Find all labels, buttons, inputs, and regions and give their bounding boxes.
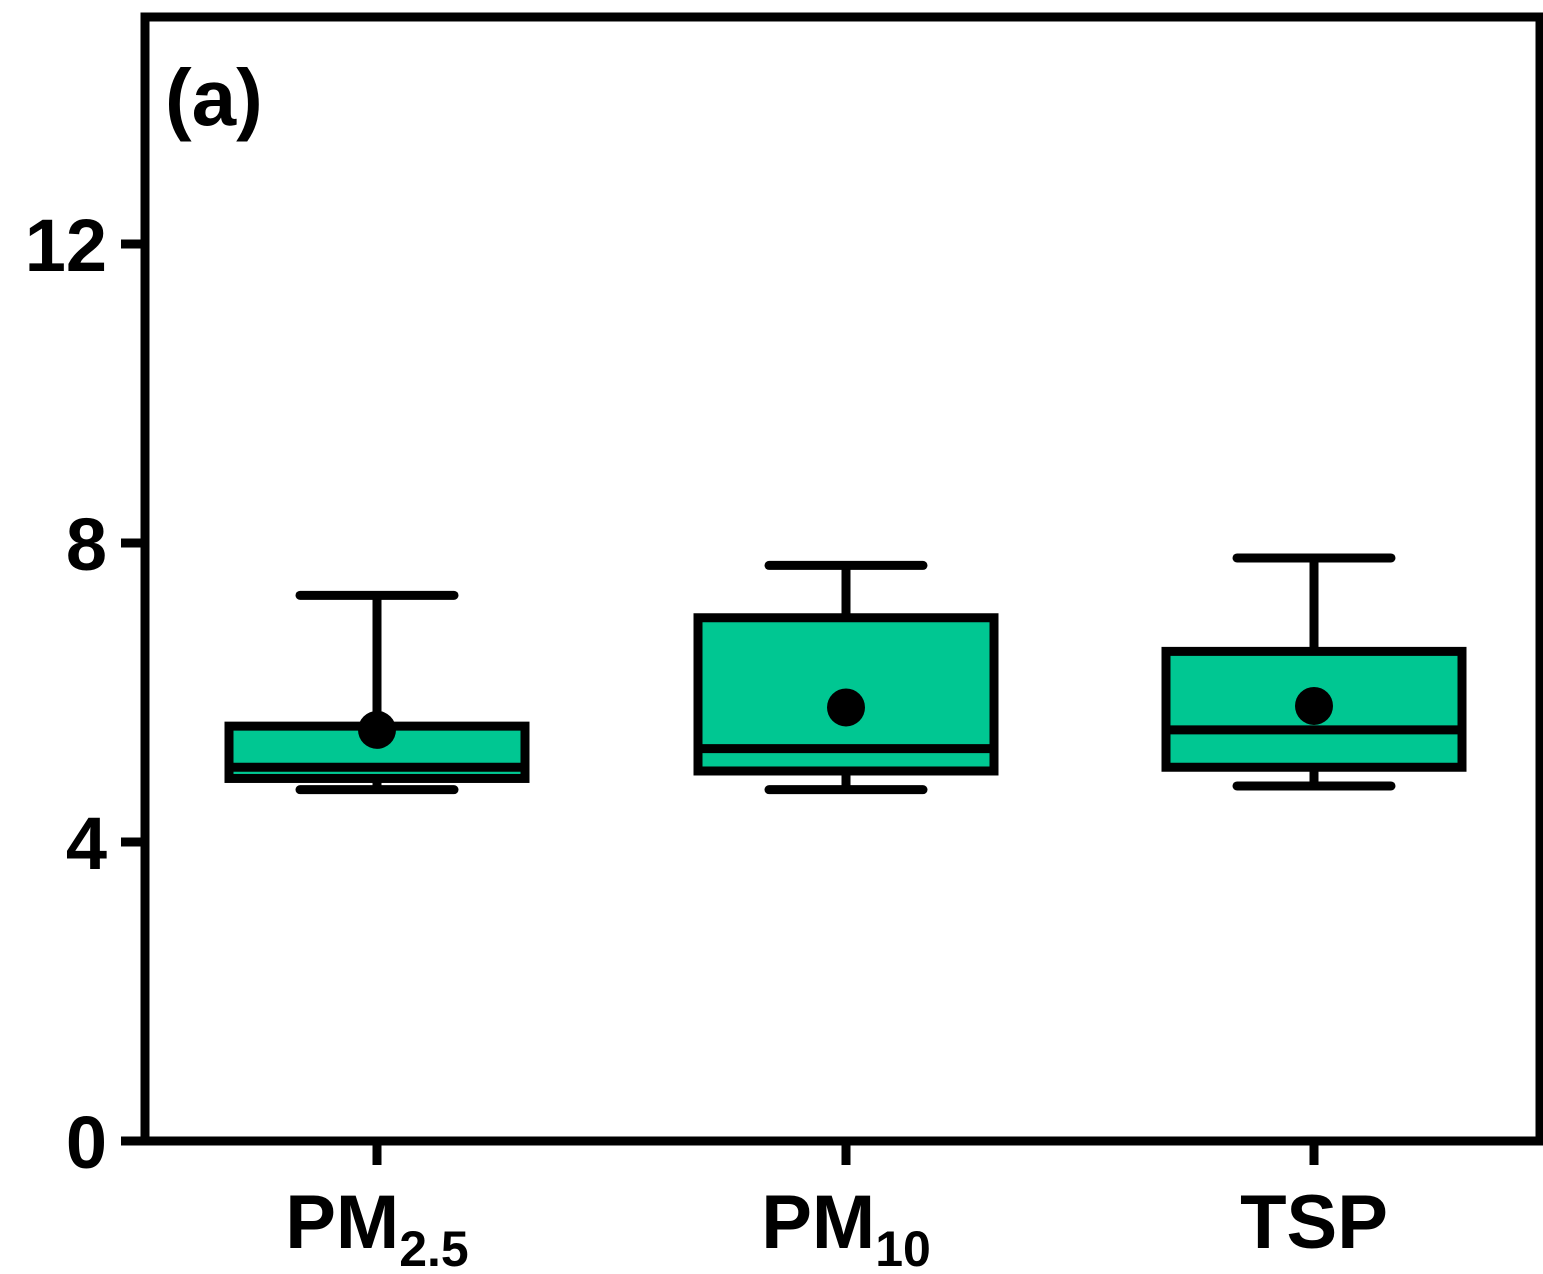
x-category-subscript: 10: [875, 1221, 931, 1274]
y-tick-label: 0: [66, 1101, 107, 1184]
mean-marker: [827, 688, 865, 727]
panel-label: (a): [165, 53, 263, 142]
y-tick-label: 8: [66, 503, 107, 586]
boxes: [224, 553, 1467, 795]
box-group: [1161, 553, 1467, 791]
x-category-label: TSP: [1240, 1180, 1388, 1265]
box-group: [224, 590, 530, 795]
x-category-main: PM: [285, 1180, 399, 1265]
box-group: [693, 560, 999, 795]
axes: [121, 12, 1543, 1165]
mean-marker: [358, 710, 396, 749]
x-category-main: TSP: [1240, 1180, 1388, 1265]
x-category-subscript: 2.5: [399, 1221, 469, 1274]
y-tick-label: 12: [25, 204, 107, 287]
x-category-label: PM2.5: [285, 1180, 469, 1274]
x-category-label: PM10: [761, 1180, 931, 1274]
mean-marker: [1295, 686, 1333, 725]
y-tick-label: 4: [66, 802, 107, 885]
x-category-main: PM: [761, 1180, 875, 1265]
